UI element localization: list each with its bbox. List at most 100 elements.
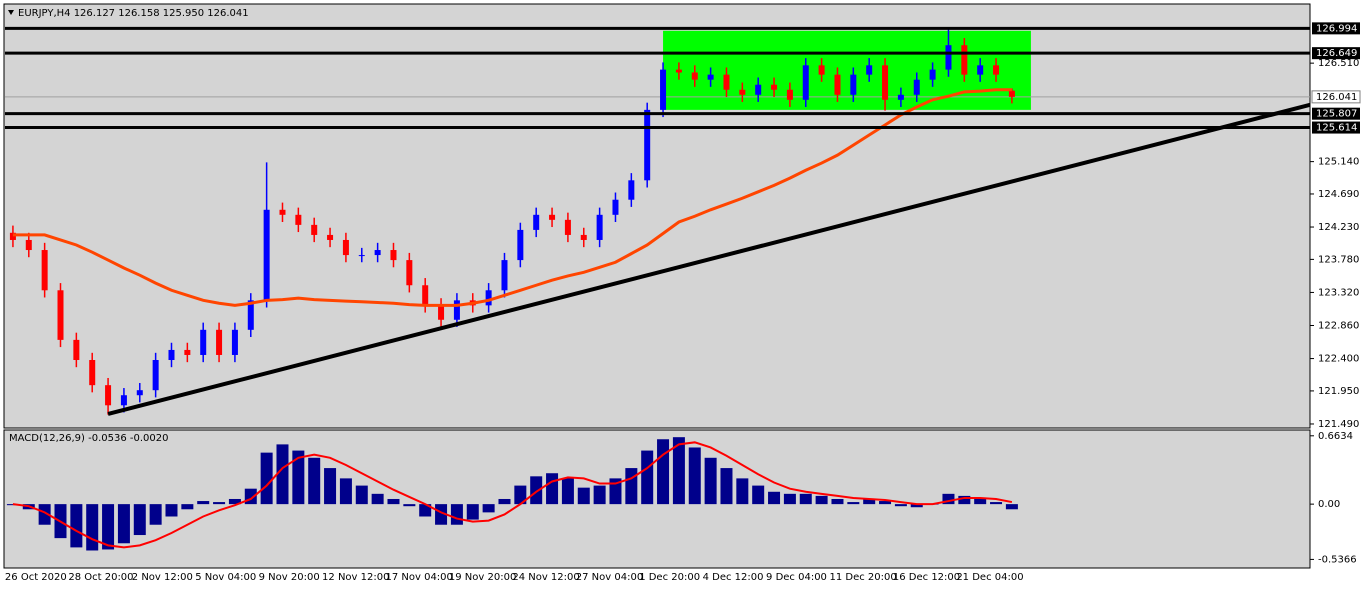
candle-body — [438, 305, 445, 320]
candle-body — [612, 199, 619, 215]
macd-bar — [498, 498, 511, 505]
macd-bar — [768, 491, 781, 505]
candle-body — [961, 45, 968, 75]
macd-bar — [625, 468, 638, 505]
macd-bar — [990, 502, 1003, 505]
macd-bar — [1005, 504, 1018, 510]
macd-bar — [419, 504, 432, 517]
macd-bar — [197, 501, 210, 505]
x-tick-label: 26 Oct 2020 — [5, 572, 67, 583]
macd-bar — [657, 439, 670, 505]
level-label-box — [1312, 22, 1360, 35]
candle-body — [580, 234, 587, 240]
candle-body — [390, 250, 397, 261]
candle-body — [263, 209, 270, 301]
candle-body — [660, 69, 667, 110]
macd-bar — [672, 437, 685, 505]
candle-body — [120, 395, 127, 406]
y-tick-label: 122.400 — [1318, 354, 1359, 365]
macd-bar — [561, 478, 574, 505]
x-tick-label: 19 Nov 20:00 — [449, 572, 516, 583]
macd-bar — [371, 493, 384, 505]
macd-bar — [260, 452, 273, 505]
macd-bar — [609, 478, 622, 505]
candle-body — [327, 234, 334, 240]
candle-body — [755, 84, 762, 95]
candle-body — [644, 109, 651, 181]
macd-bar — [276, 444, 289, 505]
macd-bar — [117, 504, 130, 544]
candle-body — [1008, 90, 1015, 97]
candle-body — [596, 214, 603, 240]
macd-bar — [910, 504, 923, 508]
main-panel — [3, 3, 1311, 429]
macd-bar — [736, 478, 749, 505]
macd-bar — [752, 485, 765, 505]
current-price-box — [1311, 90, 1361, 104]
candle-body — [73, 339, 80, 361]
candle-body — [850, 74, 857, 95]
candle-body — [422, 285, 429, 306]
candle-body — [501, 260, 508, 291]
candle-body — [406, 260, 413, 286]
x-tick-label: 9 Dec 04:00 — [766, 572, 827, 583]
candle-body — [200, 329, 207, 355]
level-label-box — [1312, 121, 1360, 134]
macd-bar — [213, 502, 226, 505]
candle-body — [707, 74, 714, 80]
signal-line — [12, 441, 1013, 549]
macd-bar — [863, 498, 876, 505]
macd-bar — [688, 447, 701, 505]
macd-bar — [720, 468, 733, 505]
candle-body — [485, 290, 492, 306]
macd-bar — [879, 501, 892, 505]
range-zone — [663, 30, 1031, 110]
macd-bar — [514, 485, 527, 505]
candle-body — [897, 94, 904, 100]
y-tick-label: 122.860 — [1318, 321, 1359, 332]
x-tick-label: 21 Dec 04:00 — [956, 572, 1023, 583]
candle-body — [818, 65, 825, 75]
candle-body — [993, 65, 1000, 75]
y-tick-label: 0.6634 — [1318, 431, 1353, 442]
macd-bar — [133, 504, 146, 536]
candle-body — [675, 69, 682, 73]
x-tick-label: 9 Nov 20:00 — [259, 572, 320, 583]
macd-bar — [894, 504, 907, 507]
y-tick-label: 123.320 — [1318, 287, 1359, 298]
level-label: 125.807 — [1316, 109, 1357, 120]
candle-body — [945, 45, 952, 70]
y-tick-label: 124.690 — [1318, 189, 1359, 200]
macd-bar — [387, 498, 400, 505]
macd-bar — [847, 502, 860, 505]
candle-body — [168, 349, 175, 361]
macd-bar — [942, 493, 955, 505]
x-tick-label: 28 Oct 20:00 — [68, 572, 133, 583]
candle-body — [834, 74, 841, 95]
candle-body — [231, 329, 238, 355]
candle-body — [786, 89, 793, 100]
macd-bar — [450, 504, 463, 525]
candle-body — [105, 385, 112, 406]
level-label: 125.614 — [1316, 123, 1357, 134]
y-tick-label: -0.5366 — [1318, 554, 1357, 565]
macd-bar — [308, 457, 321, 505]
macd-bar — [292, 450, 305, 505]
main-layer: 126.510 125.140 124.690 124.230 123.780 123.3… — [5, 22, 1361, 583]
candle-body — [882, 65, 889, 100]
macd-bar — [815, 495, 828, 505]
candle-body — [216, 329, 223, 355]
macd-bar — [530, 476, 543, 505]
candle-body — [771, 84, 778, 90]
candle-body — [977, 65, 984, 75]
macd-bar — [482, 504, 495, 513]
macd-bar — [102, 504, 115, 550]
trendline — [107, 102, 1311, 416]
y-tick-label: 121.490 — [1318, 419, 1359, 430]
candle-body — [564, 219, 571, 235]
x-tick-label: 4 Dec 12:00 — [703, 572, 764, 583]
candle-body — [723, 74, 730, 90]
candle-body — [517, 229, 524, 261]
candle-body — [295, 214, 302, 225]
x-tick-label: 12 Nov 12:00 — [322, 572, 389, 583]
